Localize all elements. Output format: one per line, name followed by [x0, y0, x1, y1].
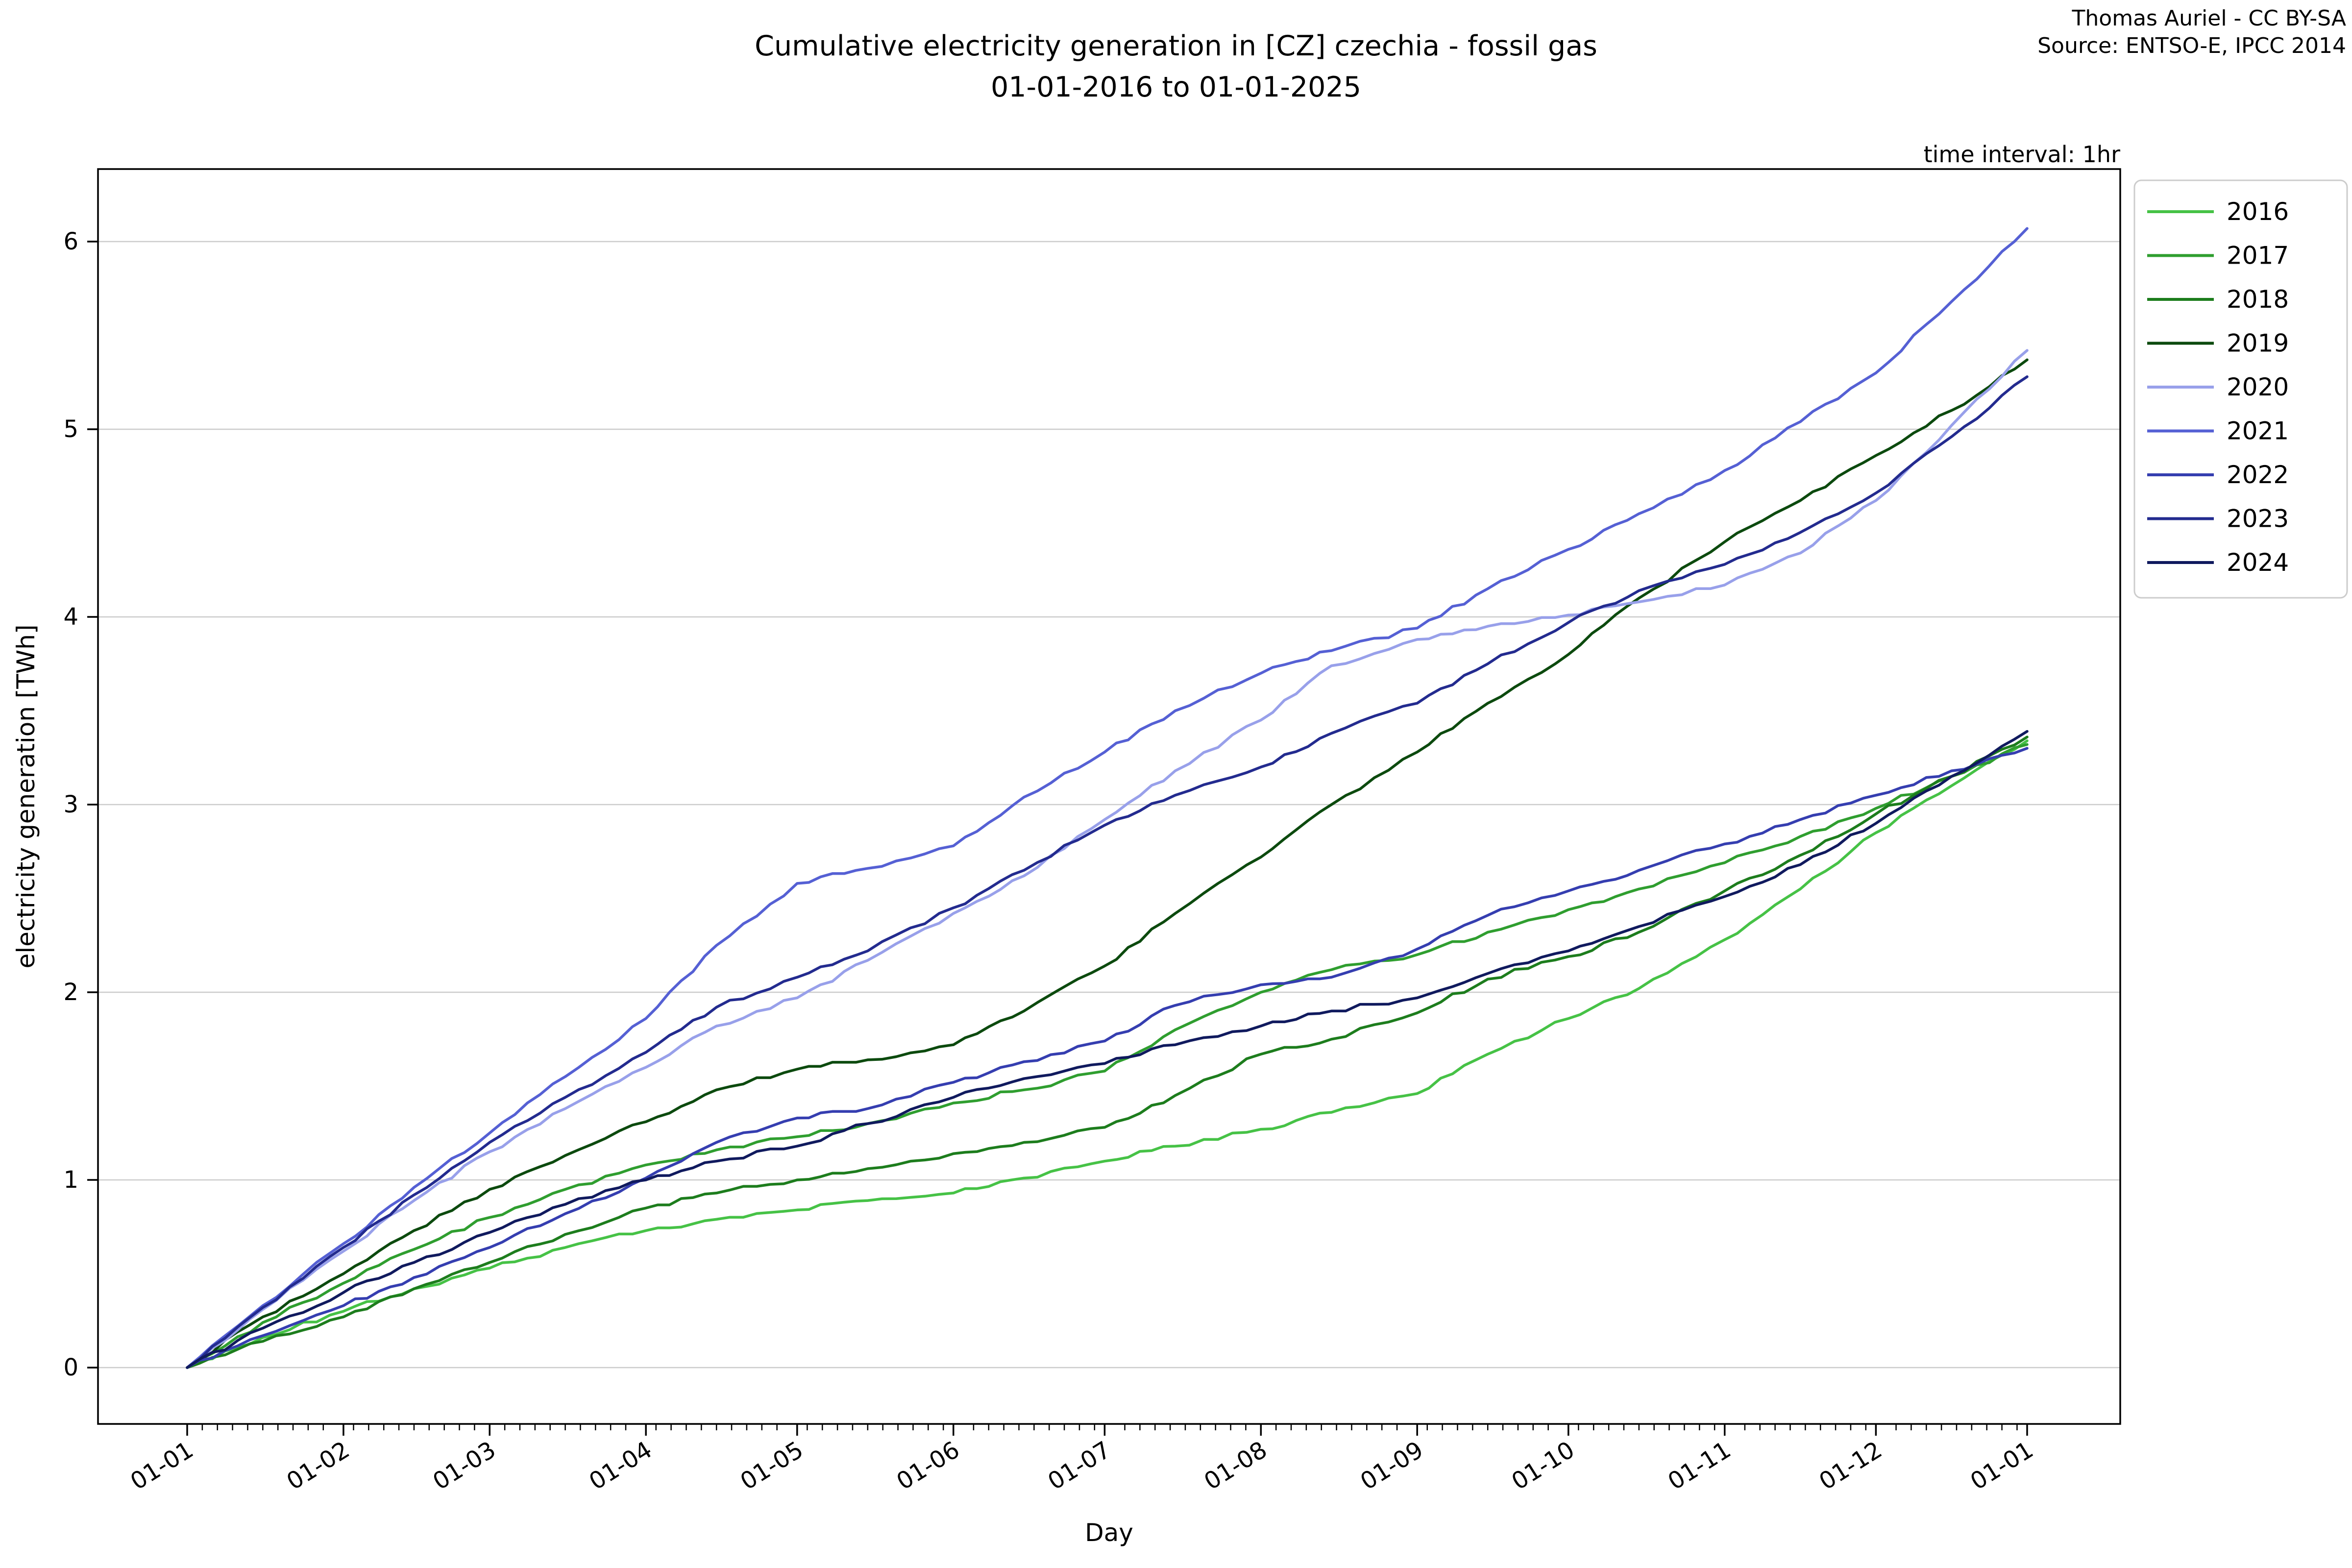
series-line-2022 — [186, 747, 2029, 1369]
xtick-label-1: 01-02 — [282, 1436, 354, 1495]
chart-title-line1: Cumulative electricity generation in [CZ… — [755, 30, 1597, 62]
ytick-label-6: 6 — [63, 228, 78, 255]
xtick-label-6: 01-07 — [1043, 1436, 1116, 1495]
x-axis-label: Day — [1085, 1519, 1133, 1547]
series-line-2020 — [186, 349, 2029, 1369]
ytick-label-3: 3 — [63, 791, 78, 818]
attribution-source: Source: ENTSO-E, IPCC 2014 — [2037, 33, 2346, 58]
y-axis-label: electricity generation [TWh] — [12, 625, 40, 969]
series-line-2023 — [186, 375, 2029, 1369]
time-interval-label: time interval: 1hr — [1923, 141, 2120, 168]
xtick-label-11: 01-12 — [1814, 1436, 1887, 1495]
xtick-label-8: 01-09 — [1356, 1436, 1428, 1495]
legend-label-2024: 2024 — [2227, 548, 2289, 577]
series-line-2024 — [186, 730, 2029, 1369]
series-line-2016 — [186, 739, 2029, 1369]
series-line-2021 — [186, 227, 2029, 1369]
legend-box — [2133, 179, 2348, 599]
legend-label-2020: 2020 — [2227, 373, 2289, 401]
series-line-2019 — [186, 358, 2029, 1369]
attribution: Thomas Auriel - CC BY-SA Source: ENTSO-E… — [2037, 5, 2346, 60]
plot-frame — [97, 168, 2121, 1425]
legend-label-2016: 2016 — [2227, 197, 2289, 226]
series-line-2017 — [186, 743, 2029, 1369]
ytick-label-0: 0 — [63, 1354, 78, 1381]
attribution-author: Thomas Auriel - CC BY-SA — [2072, 6, 2346, 31]
xtick-label-3: 01-04 — [585, 1436, 657, 1495]
chart-title: Cumulative electricity generation in [CZ… — [0, 25, 2352, 108]
xtick-label-5: 01-06 — [892, 1436, 964, 1495]
ytick-label-2: 2 — [63, 979, 78, 1006]
legend-label-2023: 2023 — [2227, 505, 2289, 533]
series-line-2018 — [186, 735, 2029, 1369]
xtick-label-9: 01-10 — [1507, 1436, 1579, 1495]
legend-label-2021: 2021 — [2227, 417, 2289, 445]
chart-title-line2: 01-01-2016 to 01-01-2025 — [991, 71, 1361, 103]
xtick-label-4: 01-05 — [735, 1436, 808, 1495]
xtick-label-2: 01-03 — [428, 1436, 501, 1495]
legend-label-2018: 2018 — [2227, 285, 2289, 314]
xtick-label-12: 01-01 — [1965, 1436, 2038, 1495]
xtick-label-0: 01-01 — [125, 1436, 198, 1495]
ytick-label-4: 4 — [63, 603, 78, 631]
ytick-label-1: 1 — [63, 1166, 78, 1194]
xtick-label-7: 01-08 — [1200, 1436, 1272, 1495]
ytick-label-5: 5 — [63, 416, 78, 443]
legend-label-2022: 2022 — [2227, 461, 2289, 489]
legend-label-2019: 2019 — [2227, 329, 2289, 358]
legend-label-2017: 2017 — [2227, 242, 2289, 270]
xtick-label-10: 01-11 — [1663, 1436, 1736, 1495]
